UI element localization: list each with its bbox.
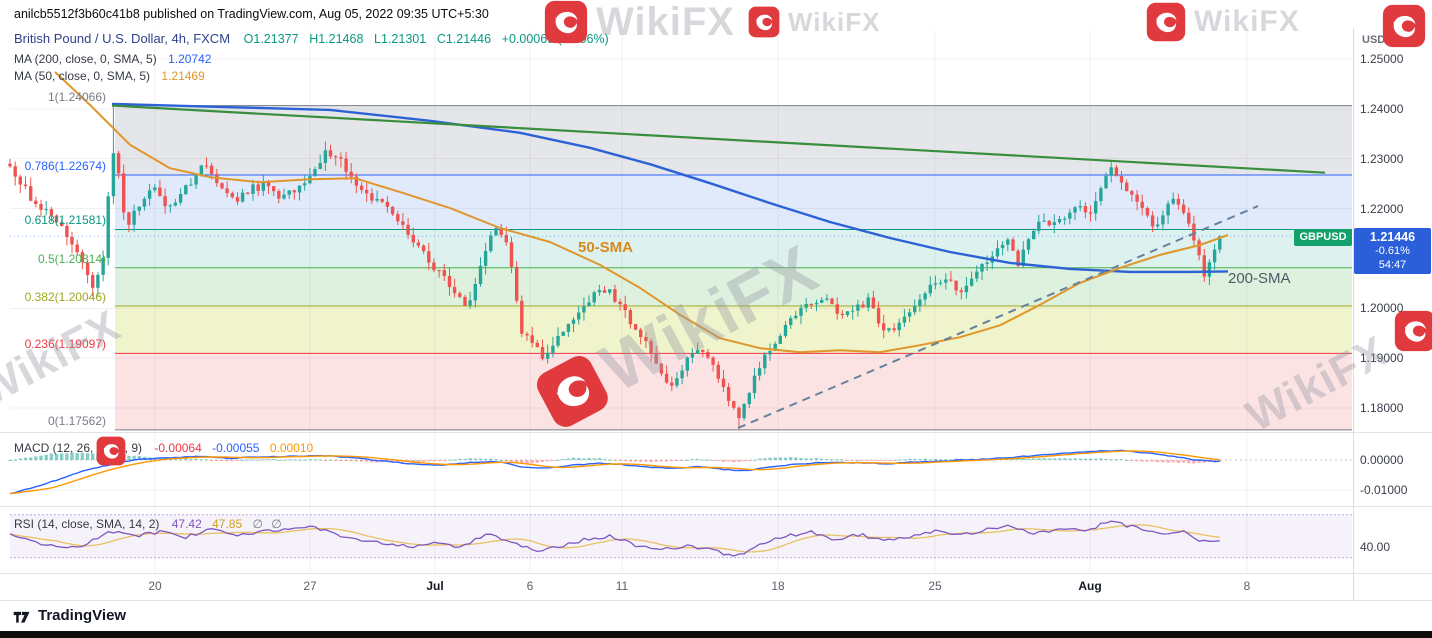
macd-histogram-value: -0.00064 — [154, 441, 202, 455]
rsi-pane — [9, 514, 1352, 559]
symbol-legend[interactable]: British Pound / U.S. Dollar, 4h, FXCM O1… — [14, 31, 616, 46]
macd-legend[interactable]: MACD (12, 26, close, 9) -0.00064 -0.0005… — [14, 441, 313, 455]
ma50-value: 1.21469 — [161, 69, 205, 83]
rsi-sma-value: 47.85 — [212, 517, 243, 531]
fib-bands — [115, 105, 1352, 431]
rsi-title: RSI (14, close, SMA, 14, 2) — [14, 517, 160, 531]
ma200-label: MA (200, close, 0, SMA, 5) — [14, 52, 157, 66]
footer-bar: TradingView — [0, 600, 1432, 631]
macd-pane — [8, 449, 1352, 495]
macd-line-value: -0.00055 — [212, 441, 260, 455]
rsi-band-value: ∅ — [271, 517, 282, 531]
ma200-value: 1.20742 — [168, 52, 212, 66]
time-axis[interactable] — [0, 573, 1432, 600]
ohlc-high: H1.21468 — [309, 32, 364, 46]
macd-title: MACD (12, 26, close, 9) — [14, 441, 143, 455]
symbol-title: British Pound / U.S. Dollar, 4h, FXCM — [14, 31, 231, 46]
grid — [10, 30, 1352, 572]
ohlc-low: L1.21301 — [374, 32, 427, 46]
rsi-value: 47.42 — [171, 517, 202, 531]
tradingview-logo-icon[interactable] — [12, 606, 32, 626]
ma50-label: MA (50, close, 0, SMA, 5) — [14, 69, 151, 83]
rsi-band-value: ∅ — [252, 517, 263, 531]
candles — [8, 105, 1222, 430]
ma50-legend[interactable]: MA (50, close, 0, SMA, 5) 1.21469 — [14, 69, 205, 83]
ohlc-close: C1.21446 — [436, 32, 492, 46]
ohlc-open: O1.21377 — [243, 32, 299, 46]
bottom-black-bar — [0, 631, 1432, 638]
ohlc-change: +0.00069 (+0.06%) — [501, 32, 609, 46]
macd-signal-value: 0.00010 — [269, 441, 314, 455]
ma200-legend[interactable]: MA (200, close, 0, SMA, 5) 1.20742 — [14, 52, 211, 66]
price-axis[interactable] — [1353, 28, 1432, 600]
tradingview-wordmark[interactable]: TradingView — [38, 607, 127, 624]
rsi-legend[interactable]: RSI (14, close, SMA, 14, 2) 47.42 47.85 … — [14, 517, 287, 531]
pane-dividers — [0, 432, 1432, 507]
